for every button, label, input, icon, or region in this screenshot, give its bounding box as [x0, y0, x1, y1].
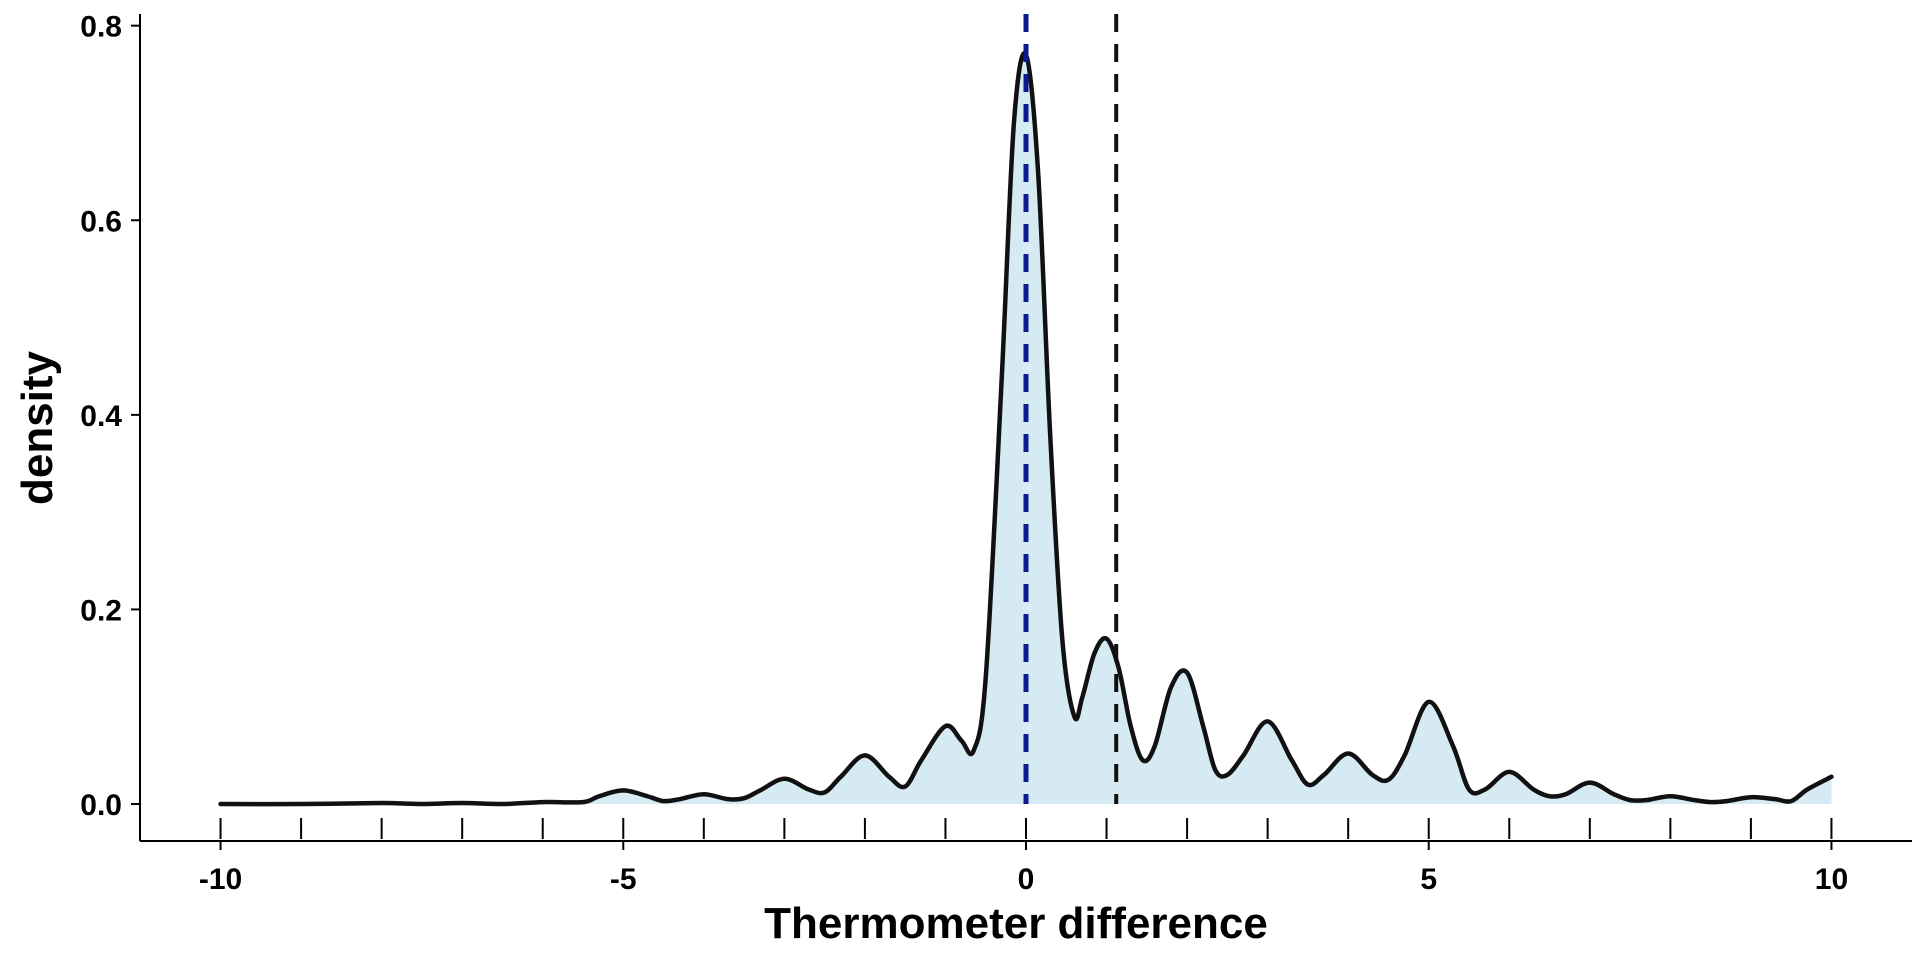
y-tick-label: 0.2: [80, 594, 122, 627]
x-tick-label: -10: [199, 863, 242, 896]
x-tick-label: 10: [1815, 863, 1848, 896]
y-tick-label: 0.8: [80, 11, 122, 44]
x-tick-label: 0: [1018, 863, 1035, 896]
y-tick-label: 0.6: [80, 205, 122, 238]
density-curve: [218, 51, 1834, 807]
x-tick-label: -5: [610, 863, 637, 896]
density-area-fill: [220, 53, 1832, 805]
density-line-0: [218, 51, 1834, 807]
x-tick-label: 5: [1420, 863, 1437, 896]
y-tick-label: 0.0: [80, 789, 122, 822]
y-axis-title: density: [13, 350, 62, 505]
density-area-0: [220, 53, 1832, 805]
x-axis-title: Thermometer difference: [764, 899, 1268, 948]
axes: -10 -5 0 5 10 0.0 0.2 0.4 0.6 0.8: [80, 11, 1912, 896]
y-tick-label: 0.4: [80, 400, 122, 433]
reference-lines: [1023, 14, 1119, 805]
